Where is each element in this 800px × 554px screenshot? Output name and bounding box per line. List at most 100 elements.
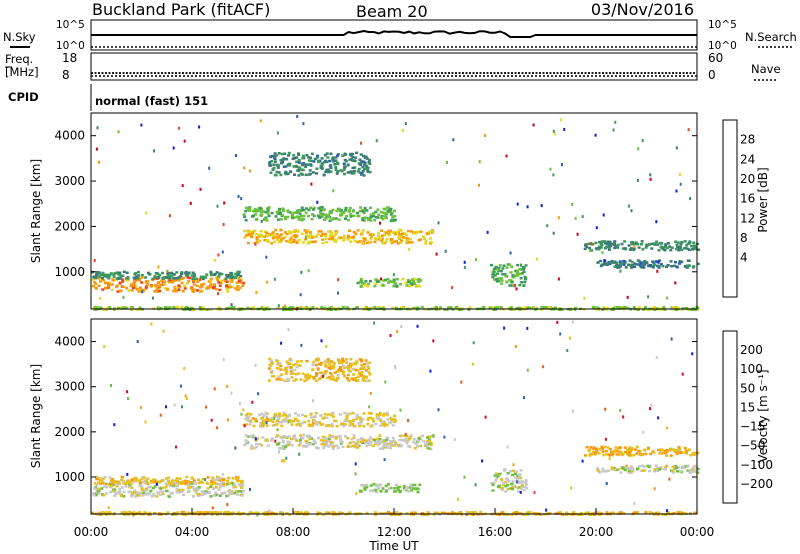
data-cell (298, 166, 301, 169)
data-cell (145, 283, 149, 286)
data-cell (308, 241, 312, 244)
data-cell (286, 210, 290, 213)
data-cell (510, 513, 514, 516)
data-cell (165, 489, 169, 493)
noise-cell (384, 380, 387, 384)
data-cell (338, 413, 342, 416)
noise-cell (307, 269, 310, 273)
data-cell (372, 482, 376, 486)
data-cell (415, 231, 419, 234)
data-cell (254, 418, 257, 421)
data-cell (223, 279, 227, 283)
data-cell (301, 163, 304, 167)
data-cell (349, 357, 353, 361)
data-cell (636, 259, 640, 262)
data-cell (108, 476, 112, 479)
data-cell (196, 280, 200, 283)
data-cell (134, 477, 138, 481)
data-cell (375, 490, 378, 494)
data-cell (564, 511, 568, 514)
noise-cell (622, 415, 625, 419)
data-cell (327, 215, 331, 219)
data-cell (261, 436, 265, 439)
data-cell (604, 449, 608, 453)
data-cell (505, 266, 509, 269)
data-cell (300, 214, 304, 218)
data-cell (674, 260, 677, 264)
beam-title: Beam 20 (356, 2, 428, 21)
data-cell (367, 161, 371, 164)
data-cell (204, 490, 208, 494)
data-cell (683, 447, 687, 450)
data-cell (363, 163, 367, 166)
data-cell (680, 240, 684, 244)
data-cell (114, 483, 118, 486)
data-cell (114, 492, 118, 496)
colorbar-tick-label: 200 (740, 343, 763, 357)
data-cell (627, 263, 630, 266)
data-cell (173, 485, 177, 488)
noise-cell (140, 123, 143, 127)
data-cell (299, 424, 302, 427)
noise-cell (515, 287, 518, 291)
noise-cell (574, 216, 577, 220)
data-cell (264, 306, 268, 310)
data-cell (221, 492, 224, 495)
data-cell (308, 443, 311, 446)
data-cell (634, 448, 637, 451)
data-cell (311, 240, 315, 244)
data-cell (356, 170, 360, 173)
data-cell (356, 229, 360, 232)
noise-cell (626, 295, 629, 299)
data-cell (271, 168, 275, 171)
data-cell (199, 480, 203, 484)
data-cell (99, 280, 103, 283)
data-cell (147, 493, 151, 496)
data-cell (621, 466, 625, 469)
data-cell (361, 217, 365, 220)
noise-cell (183, 139, 186, 143)
data-cell (316, 359, 320, 362)
nsky-tick-high: 10^5 (56, 19, 85, 31)
data-cell (240, 494, 244, 497)
data-cell (352, 373, 356, 376)
data-cell (394, 443, 398, 446)
data-cell (412, 487, 416, 490)
data-cell (201, 306, 205, 309)
data-cell (236, 288, 240, 292)
noise-cell (602, 213, 605, 217)
noise-cell (576, 232, 579, 236)
data-cell (390, 237, 394, 241)
data-cell (297, 218, 301, 221)
data-cell (308, 172, 312, 176)
data-cell (496, 268, 500, 272)
data-cell (413, 282, 417, 285)
data-cell (615, 453, 619, 456)
data-cell (254, 439, 258, 442)
data-cell (166, 511, 170, 514)
data-cell (305, 441, 309, 445)
noise-cell (627, 204, 630, 208)
data-cell (339, 236, 343, 240)
nsky-tick-low: 10^0 (56, 40, 85, 52)
noise-cell (392, 273, 395, 277)
data-cell (167, 276, 171, 280)
data-cell (140, 484, 144, 488)
data-cell (689, 308, 693, 311)
data-cell (584, 243, 588, 246)
data-cell (521, 265, 525, 269)
data-cell (362, 240, 365, 243)
data-cell (242, 512, 246, 515)
data-cell (319, 166, 323, 169)
noise-cell (452, 138, 455, 142)
noise-cell (431, 230, 434, 233)
data-cell (158, 273, 162, 277)
data-cell (218, 288, 222, 292)
data-cell (382, 414, 385, 417)
data-cell (595, 247, 599, 251)
data-cell (598, 513, 602, 516)
data-cell (564, 513, 568, 516)
data-cell (364, 359, 368, 362)
data-cell (112, 480, 116, 483)
data-cell (343, 166, 347, 169)
